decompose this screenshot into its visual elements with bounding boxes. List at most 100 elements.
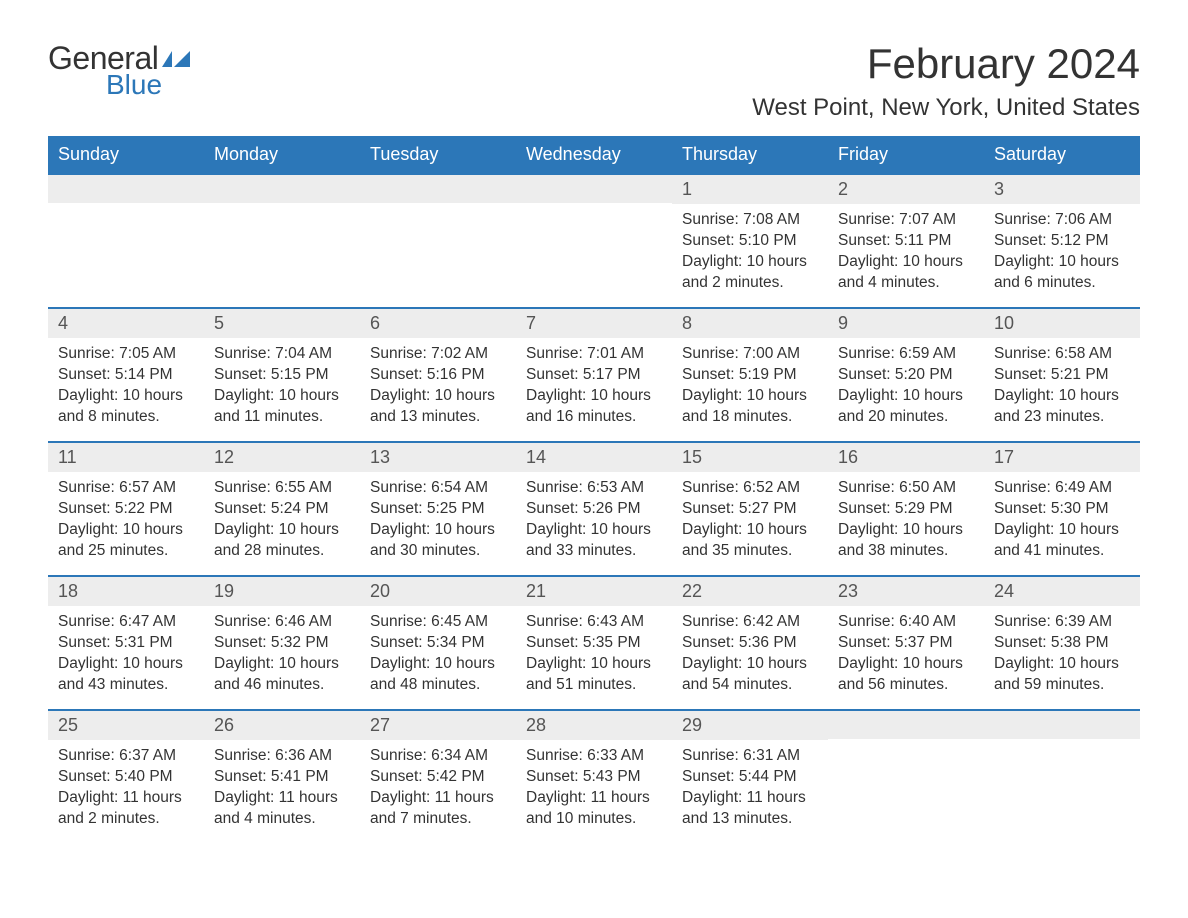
- sunset-text: Sunset: 5:12 PM: [994, 231, 1130, 252]
- sunrise-text: Sunrise: 7:06 AM: [994, 210, 1130, 231]
- day-cell: 12Sunrise: 6:55 AMSunset: 5:24 PMDayligh…: [204, 443, 360, 575]
- sunset-text: Sunset: 5:34 PM: [370, 633, 506, 654]
- sunset-text: Sunset: 5:43 PM: [526, 767, 662, 788]
- daylight-text: Daylight: 10 hours and 41 minutes.: [994, 520, 1130, 562]
- sunrise-text: Sunrise: 6:52 AM: [682, 478, 818, 499]
- day-number: [516, 175, 672, 203]
- weekday-header-row: Sunday Monday Tuesday Wednesday Thursday…: [48, 136, 1140, 173]
- day-cell: 6Sunrise: 7:02 AMSunset: 5:16 PMDaylight…: [360, 309, 516, 441]
- day-body: Sunrise: 6:49 AMSunset: 5:30 PMDaylight:…: [984, 472, 1140, 562]
- day-body: Sunrise: 7:07 AMSunset: 5:11 PMDaylight:…: [828, 204, 984, 294]
- day-cell: 19Sunrise: 6:46 AMSunset: 5:32 PMDayligh…: [204, 577, 360, 709]
- daylight-text: Daylight: 10 hours and 16 minutes.: [526, 386, 662, 428]
- day-body: Sunrise: 6:47 AMSunset: 5:31 PMDaylight:…: [48, 606, 204, 696]
- sunrise-text: Sunrise: 6:45 AM: [370, 612, 506, 633]
- day-number: 11: [48, 443, 204, 472]
- day-number: 13: [360, 443, 516, 472]
- day-body: Sunrise: 6:39 AMSunset: 5:38 PMDaylight:…: [984, 606, 1140, 696]
- day-body: Sunrise: 7:04 AMSunset: 5:15 PMDaylight:…: [204, 338, 360, 428]
- sunset-text: Sunset: 5:24 PM: [214, 499, 350, 520]
- day-body: Sunrise: 6:53 AMSunset: 5:26 PMDaylight:…: [516, 472, 672, 562]
- document-header: General Blue February 2024 West Point, N…: [48, 40, 1140, 122]
- daylight-text: Daylight: 10 hours and 30 minutes.: [370, 520, 506, 562]
- daylight-text: Daylight: 10 hours and 18 minutes.: [682, 386, 818, 428]
- day-number: [48, 175, 204, 203]
- day-number: 8: [672, 309, 828, 338]
- sunrise-text: Sunrise: 6:31 AM: [682, 746, 818, 767]
- weekday-header: Wednesday: [516, 136, 672, 173]
- location-subtitle: West Point, New York, United States: [752, 94, 1140, 122]
- day-number: 17: [984, 443, 1140, 472]
- day-cell: 24Sunrise: 6:39 AMSunset: 5:38 PMDayligh…: [984, 577, 1140, 709]
- sunrise-text: Sunrise: 6:39 AM: [994, 612, 1130, 633]
- day-number: 23: [828, 577, 984, 606]
- day-body: Sunrise: 6:45 AMSunset: 5:34 PMDaylight:…: [360, 606, 516, 696]
- sunset-text: Sunset: 5:40 PM: [58, 767, 194, 788]
- day-number: 19: [204, 577, 360, 606]
- day-body: Sunrise: 6:31 AMSunset: 5:44 PMDaylight:…: [672, 740, 828, 830]
- day-cell: 28Sunrise: 6:33 AMSunset: 5:43 PMDayligh…: [516, 711, 672, 843]
- sunset-text: Sunset: 5:29 PM: [838, 499, 974, 520]
- sunrise-text: Sunrise: 7:00 AM: [682, 344, 818, 365]
- daylight-text: Daylight: 10 hours and 23 minutes.: [994, 386, 1130, 428]
- day-body: Sunrise: 7:05 AMSunset: 5:14 PMDaylight:…: [48, 338, 204, 428]
- sunset-text: Sunset: 5:44 PM: [682, 767, 818, 788]
- daylight-text: Daylight: 10 hours and 59 minutes.: [994, 654, 1130, 696]
- sunrise-text: Sunrise: 6:57 AM: [58, 478, 194, 499]
- day-number: [984, 711, 1140, 739]
- day-cell: 27Sunrise: 6:34 AMSunset: 5:42 PMDayligh…: [360, 711, 516, 843]
- day-number: 25: [48, 711, 204, 740]
- sunrise-text: Sunrise: 6:50 AM: [838, 478, 974, 499]
- sunset-text: Sunset: 5:20 PM: [838, 365, 974, 386]
- sunrise-text: Sunrise: 7:01 AM: [526, 344, 662, 365]
- daylight-text: Daylight: 11 hours and 10 minutes.: [526, 788, 662, 830]
- day-body: Sunrise: 6:58 AMSunset: 5:21 PMDaylight:…: [984, 338, 1140, 428]
- day-number: 29: [672, 711, 828, 740]
- day-cell: [360, 175, 516, 307]
- month-title: February 2024: [752, 40, 1140, 88]
- day-body: Sunrise: 6:50 AMSunset: 5:29 PMDaylight:…: [828, 472, 984, 562]
- day-cell: 26Sunrise: 6:36 AMSunset: 5:41 PMDayligh…: [204, 711, 360, 843]
- sunset-text: Sunset: 5:42 PM: [370, 767, 506, 788]
- day-cell: 9Sunrise: 6:59 AMSunset: 5:20 PMDaylight…: [828, 309, 984, 441]
- sunset-text: Sunset: 5:11 PM: [838, 231, 974, 252]
- day-number: 15: [672, 443, 828, 472]
- day-body: Sunrise: 7:00 AMSunset: 5:19 PMDaylight:…: [672, 338, 828, 428]
- day-cell: 16Sunrise: 6:50 AMSunset: 5:29 PMDayligh…: [828, 443, 984, 575]
- sunrise-text: Sunrise: 6:37 AM: [58, 746, 194, 767]
- sunrise-text: Sunrise: 6:36 AM: [214, 746, 350, 767]
- sunset-text: Sunset: 5:26 PM: [526, 499, 662, 520]
- day-cell: 25Sunrise: 6:37 AMSunset: 5:40 PMDayligh…: [48, 711, 204, 843]
- day-body: Sunrise: 7:01 AMSunset: 5:17 PMDaylight:…: [516, 338, 672, 428]
- logo: General Blue: [48, 40, 190, 101]
- sunset-text: Sunset: 5:31 PM: [58, 633, 194, 654]
- day-body: Sunrise: 6:42 AMSunset: 5:36 PMDaylight:…: [672, 606, 828, 696]
- weekday-header: Monday: [204, 136, 360, 173]
- daylight-text: Daylight: 11 hours and 7 minutes.: [370, 788, 506, 830]
- day-number: 5: [204, 309, 360, 338]
- day-cell: 2Sunrise: 7:07 AMSunset: 5:11 PMDaylight…: [828, 175, 984, 307]
- day-cell: 18Sunrise: 6:47 AMSunset: 5:31 PMDayligh…: [48, 577, 204, 709]
- day-body: Sunrise: 6:37 AMSunset: 5:40 PMDaylight:…: [48, 740, 204, 830]
- day-number: 26: [204, 711, 360, 740]
- day-cell: 5Sunrise: 7:04 AMSunset: 5:15 PMDaylight…: [204, 309, 360, 441]
- daylight-text: Daylight: 10 hours and 43 minutes.: [58, 654, 194, 696]
- title-block: February 2024 West Point, New York, Unit…: [752, 40, 1140, 122]
- sunrise-text: Sunrise: 7:02 AM: [370, 344, 506, 365]
- sunrise-text: Sunrise: 6:55 AM: [214, 478, 350, 499]
- daylight-text: Daylight: 10 hours and 6 minutes.: [994, 252, 1130, 294]
- sunrise-text: Sunrise: 6:59 AM: [838, 344, 974, 365]
- sunset-text: Sunset: 5:16 PM: [370, 365, 506, 386]
- sunrise-text: Sunrise: 6:43 AM: [526, 612, 662, 633]
- sunrise-text: Sunrise: 7:05 AM: [58, 344, 194, 365]
- sunrise-text: Sunrise: 6:42 AM: [682, 612, 818, 633]
- day-number: 6: [360, 309, 516, 338]
- calendar-table: Sunday Monday Tuesday Wednesday Thursday…: [48, 136, 1140, 843]
- daylight-text: Daylight: 10 hours and 35 minutes.: [682, 520, 818, 562]
- day-cell: [204, 175, 360, 307]
- day-number: 2: [828, 175, 984, 204]
- week-row: 4Sunrise: 7:05 AMSunset: 5:14 PMDaylight…: [48, 307, 1140, 441]
- daylight-text: Daylight: 10 hours and 8 minutes.: [58, 386, 194, 428]
- week-row: 11Sunrise: 6:57 AMSunset: 5:22 PMDayligh…: [48, 441, 1140, 575]
- day-number: 16: [828, 443, 984, 472]
